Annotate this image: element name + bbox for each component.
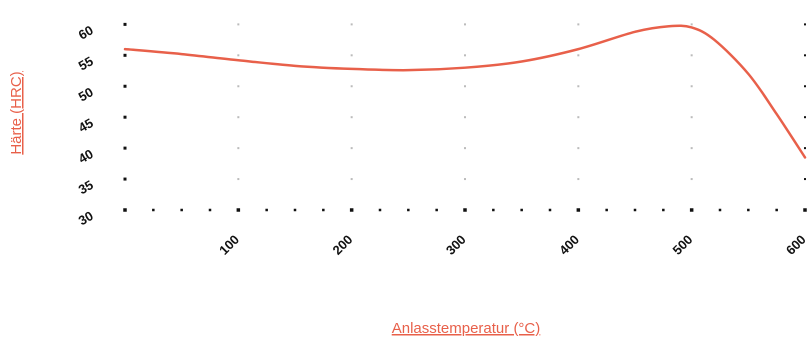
y-tick-label: 40 <box>76 146 96 166</box>
y-axis-title: Härte (HRC) <box>8 71 25 154</box>
x-axis-dot <box>492 208 495 212</box>
x-axis-dot <box>747 208 750 212</box>
x-tick-label: 400 <box>556 232 582 258</box>
grid-dot <box>577 85 580 88</box>
grid-dot <box>237 116 240 119</box>
grid-dot <box>350 54 353 57</box>
x-tick-label: 200 <box>330 232 356 258</box>
grid-dot <box>804 23 806 26</box>
x-axis-dot <box>407 208 410 212</box>
x-tick-label: 100 <box>216 232 242 258</box>
y-axis-dot <box>123 115 127 119</box>
x-axis-dot <box>435 208 438 212</box>
grid-dot <box>577 147 580 150</box>
y-axis-dot <box>123 177 127 181</box>
grid-dot <box>577 23 580 26</box>
x-axis-dot <box>633 208 637 212</box>
grid-dot <box>350 23 353 26</box>
axes <box>123 22 807 212</box>
x-axis-dot <box>803 208 807 212</box>
x-axis-dot <box>236 208 241 212</box>
x-axis-dot <box>180 208 183 212</box>
grid-dot <box>237 147 240 150</box>
grid-dot <box>237 85 240 88</box>
series-line <box>123 24 807 159</box>
x-tick-label: 300 <box>443 232 469 258</box>
x-tick-label: 600 <box>783 232 809 258</box>
grid-dot <box>804 54 806 57</box>
grid-dot <box>237 54 240 57</box>
grid-dot <box>690 54 693 57</box>
x-axis-dot <box>775 208 778 212</box>
grid-dot <box>464 116 466 119</box>
grid-dot <box>464 85 466 88</box>
y-tick-label: 45 <box>76 115 96 135</box>
series-layer <box>123 24 807 159</box>
grid-dot <box>577 54 580 57</box>
x-axis-dot <box>293 208 297 212</box>
grid-dot <box>690 85 693 88</box>
x-axis-dot <box>152 208 155 212</box>
grid <box>237 23 806 181</box>
grid-dot <box>464 178 466 181</box>
y-axis-dot <box>123 22 127 26</box>
grid-dot <box>804 147 806 150</box>
x-axis-dot <box>208 208 212 212</box>
grid-dot <box>237 23 240 26</box>
y-tick-label: 50 <box>76 84 96 104</box>
grid-dot <box>690 178 693 181</box>
x-tick-label: 500 <box>670 232 696 258</box>
grid-dot <box>464 54 466 57</box>
x-axis-title: Anlasstemperatur (°C) <box>392 320 541 337</box>
x-axis-dot <box>322 208 325 212</box>
grid-dot <box>350 85 353 88</box>
x-axis-dot <box>576 208 581 212</box>
x-tick-labels: 100 200 300 400 500 600 <box>216 232 809 258</box>
grid-dot <box>690 116 693 119</box>
grid-dot <box>804 85 806 88</box>
y-axis-dot <box>123 53 127 57</box>
grid-dot <box>577 116 580 119</box>
y-axis-dot <box>123 146 127 150</box>
y-tick-label: 35 <box>76 177 96 197</box>
grid-dot <box>350 116 353 119</box>
y-tick-labels: 30 35 40 45 50 55 60 <box>76 22 96 228</box>
y-tick-label: 60 <box>76 22 96 42</box>
x-axis-dot <box>548 208 552 212</box>
x-axis-dot <box>718 208 722 212</box>
grid-dot <box>690 23 693 26</box>
grid-dot <box>464 147 466 150</box>
grid-dot <box>577 178 580 181</box>
grid-dot <box>350 178 353 181</box>
grid-dot <box>804 178 806 181</box>
grid-dot <box>804 116 806 119</box>
grid-dot <box>690 147 693 150</box>
x-axis-dot <box>378 208 382 212</box>
x-axis-dot <box>662 208 665 212</box>
x-axis-dot <box>463 208 467 212</box>
x-axis-dot <box>349 208 354 212</box>
grid-dot <box>464 23 466 26</box>
y-tick-label: 30 <box>76 208 96 228</box>
x-axis-dot <box>265 208 268 212</box>
x-axis-dot <box>520 208 523 212</box>
y-tick-label: 55 <box>76 53 96 73</box>
x-axis-dot <box>123 208 127 212</box>
x-axis-dot <box>605 208 608 212</box>
grid-dot <box>237 178 240 181</box>
y-axis-dot <box>123 84 127 88</box>
x-axis-dot <box>689 208 694 212</box>
grid-dot <box>350 147 353 150</box>
